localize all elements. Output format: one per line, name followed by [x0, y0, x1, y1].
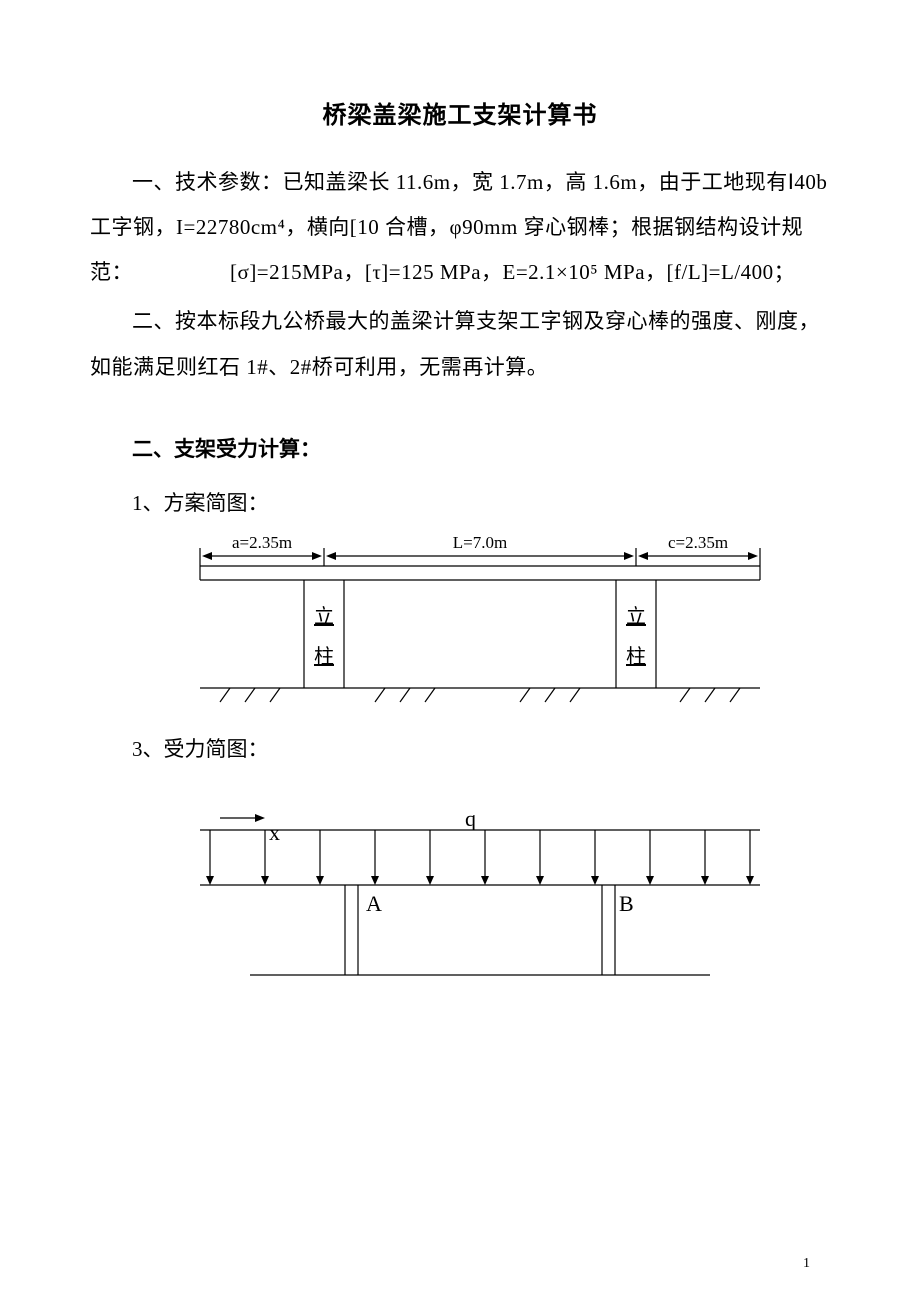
- page-title: 桥梁盖梁施工支架计算书: [90, 95, 830, 130]
- paragraph-tech-params: 一、技术参数：已知盖梁长 11.6m，宽 1.7m，高 1.6m，由于工地现有Ⅰ…: [90, 160, 830, 295]
- scheme-diagram: a=2.35mL=7.0mc=2.35m立柱立柱: [190, 528, 770, 718]
- svg-text:立: 立: [626, 605, 646, 628]
- subheading-scheme-diagram: 1、方案简图：: [132, 482, 830, 524]
- page-number: 1: [803, 1256, 810, 1272]
- svg-text:柱: 柱: [314, 645, 334, 668]
- subheading-force-diagram: 3、受力简图：: [132, 728, 830, 770]
- svg-text:L=7.0m: L=7.0m: [453, 533, 507, 552]
- svg-text:q: q: [465, 806, 476, 831]
- heading-force-calc: 二、支架受力计算：: [90, 428, 830, 470]
- paragraph-scope: 二、按本标段九公桥最大的盖梁计算支架工字钢及穿心棒的强度、刚度，如能满足则红石 …: [90, 299, 830, 389]
- force-diagram: x q A B: [190, 800, 770, 995]
- svg-text:a=2.35m: a=2.35m: [232, 533, 292, 552]
- svg-text:A: A: [366, 891, 382, 916]
- svg-text:立: 立: [314, 605, 334, 628]
- document-page: 桥梁盖梁施工支架计算书 一、技术参数：已知盖梁长 11.6m，宽 1.7m，高 …: [0, 0, 920, 1302]
- svg-text:B: B: [619, 891, 634, 916]
- svg-text:x: x: [269, 820, 280, 845]
- svg-text:柱: 柱: [626, 645, 646, 668]
- svg-text:c=2.35m: c=2.35m: [668, 533, 728, 552]
